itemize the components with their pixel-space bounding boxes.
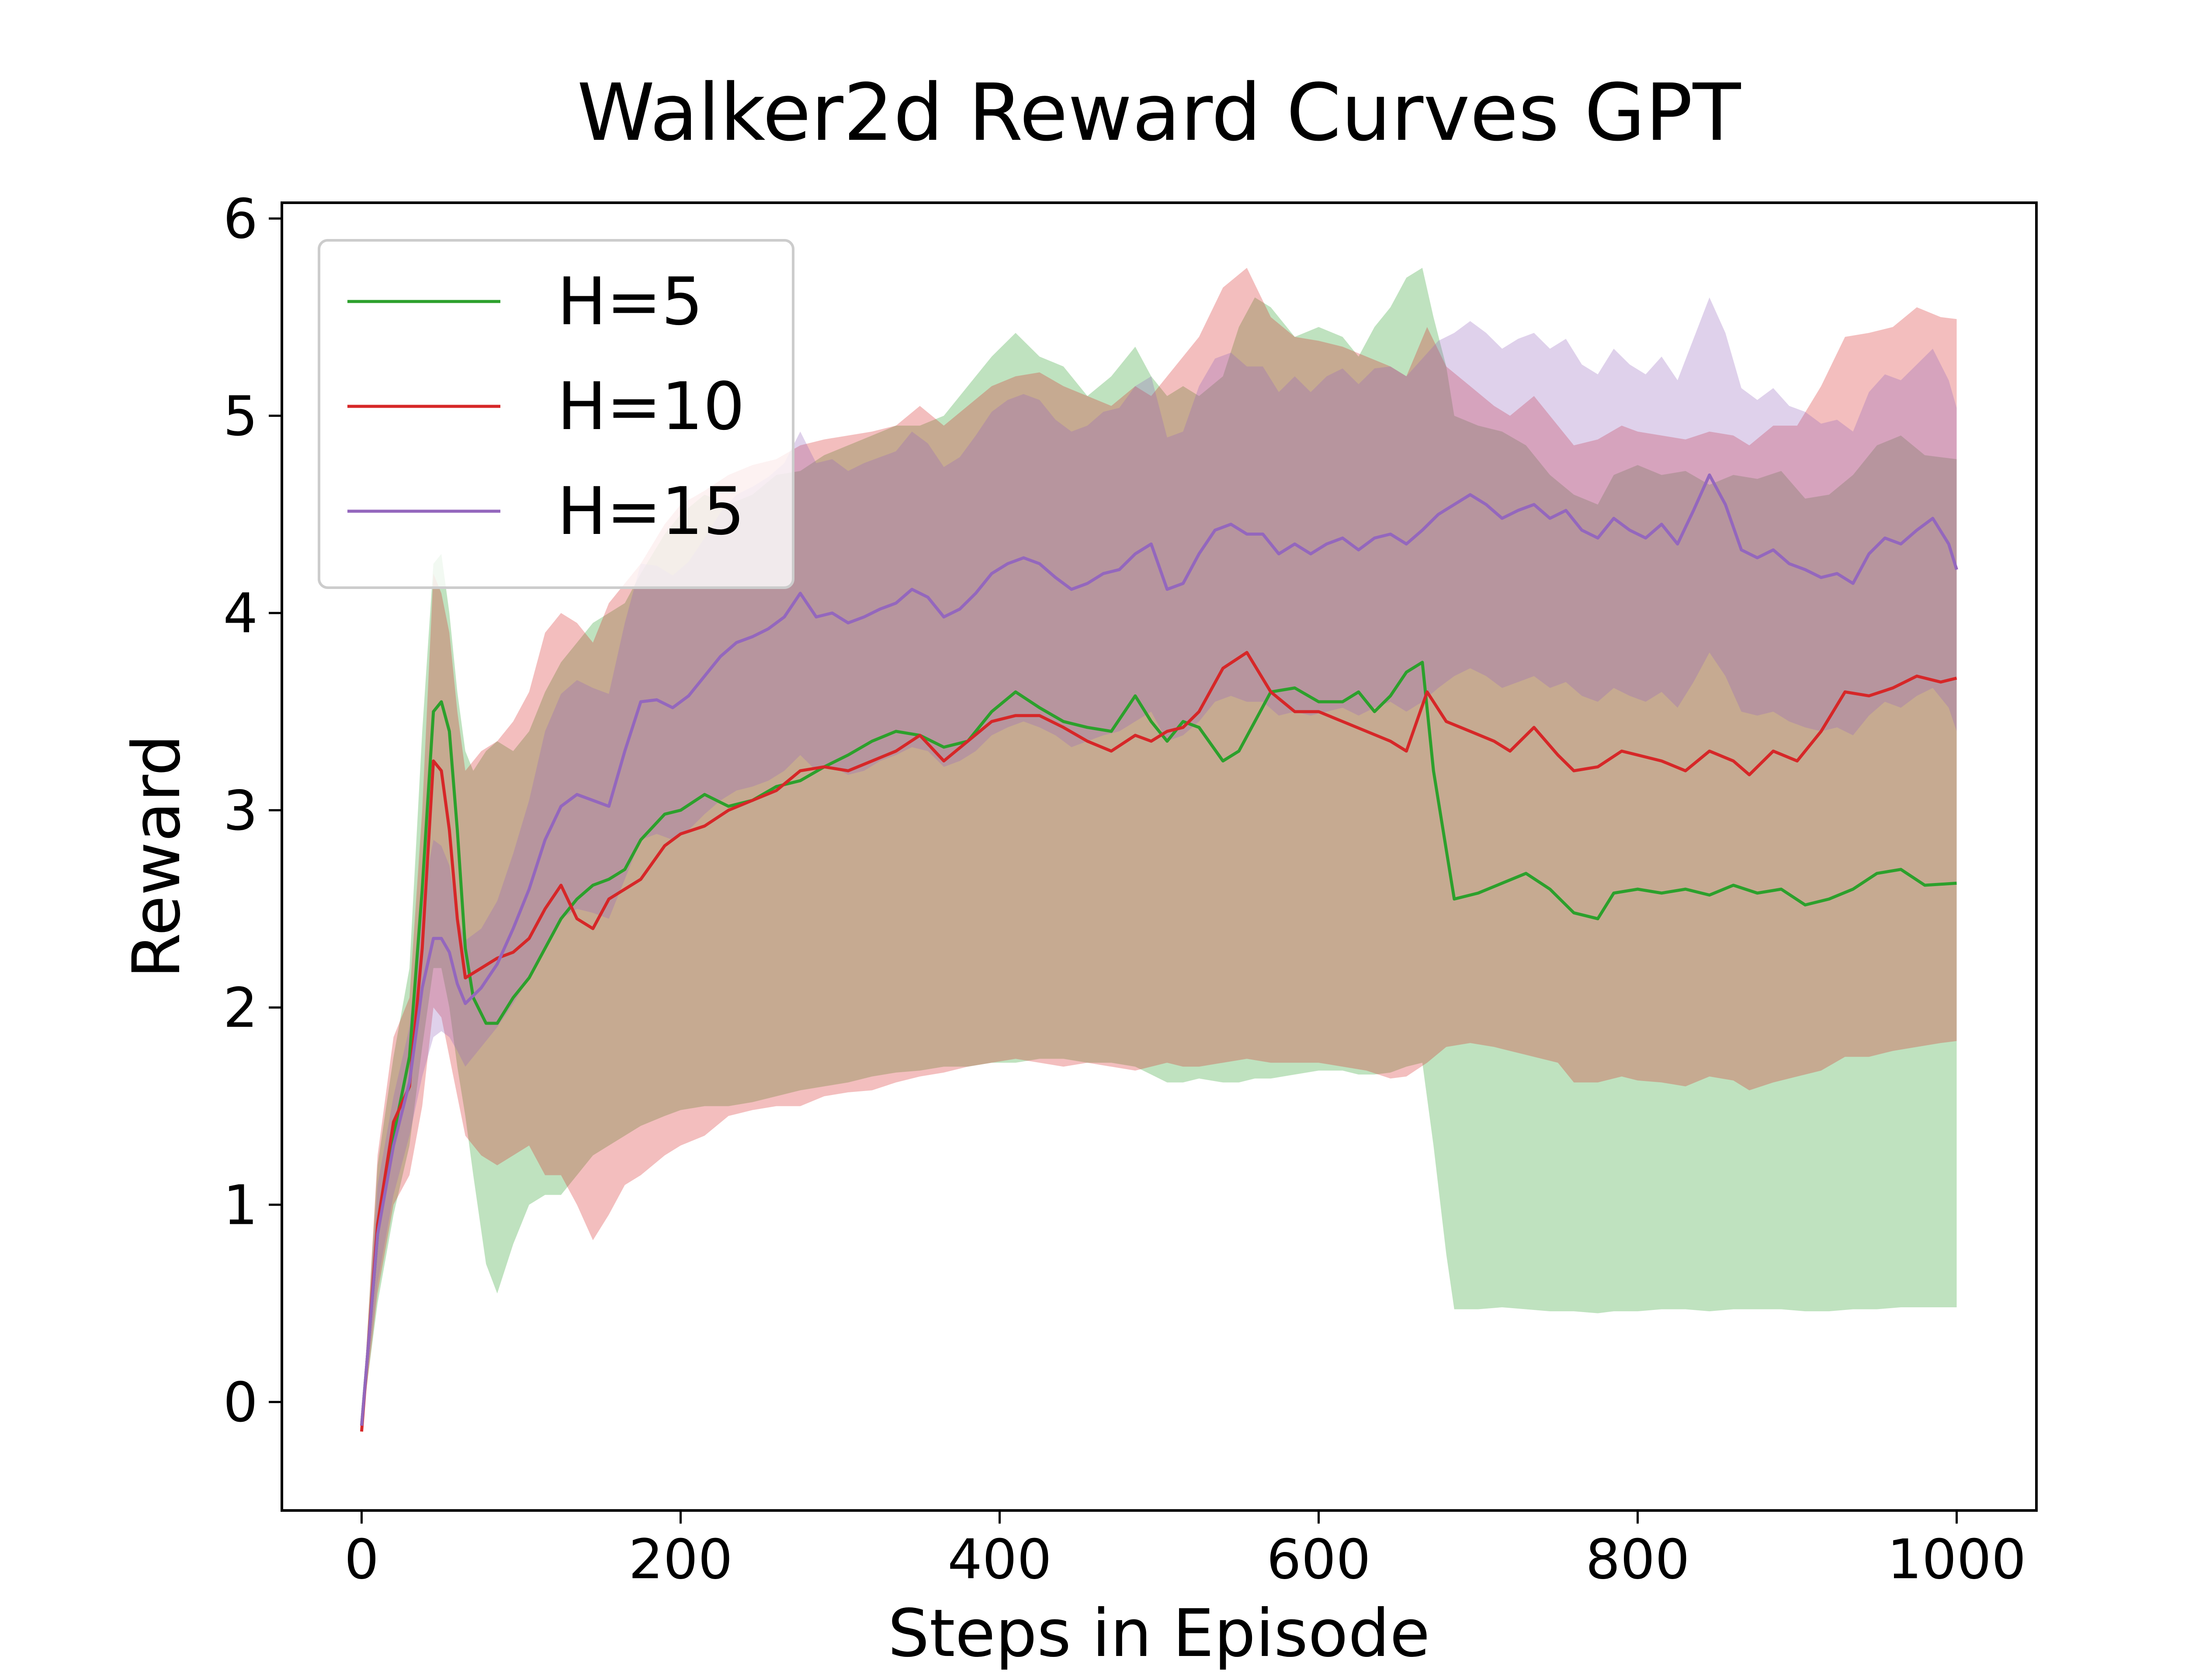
y-tick-label: 3 [223, 779, 258, 842]
x-tick-label: 600 [1266, 1528, 1371, 1591]
y-tick-label: 6 [223, 187, 258, 251]
legend-label-h-15: H=15 [557, 474, 745, 550]
y-axis-label: Reward [119, 734, 195, 979]
y-tick-label: 5 [223, 385, 258, 448]
line-h-5 [360, 661, 1957, 1426]
plot-frame [281, 201, 2038, 1512]
chart-title: Walker2d Reward Curves GPT [577, 67, 1741, 159]
x-tick-label: 800 [1585, 1528, 1690, 1591]
x-tick-label: 0 [344, 1528, 379, 1591]
y-tick-label: 2 [223, 977, 258, 1040]
x-tick-label: 200 [628, 1528, 733, 1591]
x-tick-label: 400 [947, 1528, 1052, 1591]
line-h-10 [360, 651, 1957, 1432]
y-axis-ticks: 0 1 2 3 4 5 6 [223, 187, 282, 1434]
x-axis-label: Steps in Episode [888, 1596, 1430, 1672]
legend-label-h-5: H=5 [557, 264, 703, 340]
y-tick-label: 1 [223, 1174, 258, 1237]
y-tick-label: 0 [223, 1371, 258, 1434]
legend-box [318, 239, 794, 589]
y-tick-label: 4 [223, 582, 258, 645]
legend-label-h-10: H=10 [557, 369, 745, 445]
legend: H=5 H=10 H=15 [318, 239, 794, 589]
line-h-15 [360, 473, 1958, 1426]
series-lines [360, 473, 1958, 1432]
x-axis-ticks: 0 200 400 600 800 1000 [344, 1510, 2026, 1591]
x-tick-label: 1000 [1887, 1528, 2026, 1591]
